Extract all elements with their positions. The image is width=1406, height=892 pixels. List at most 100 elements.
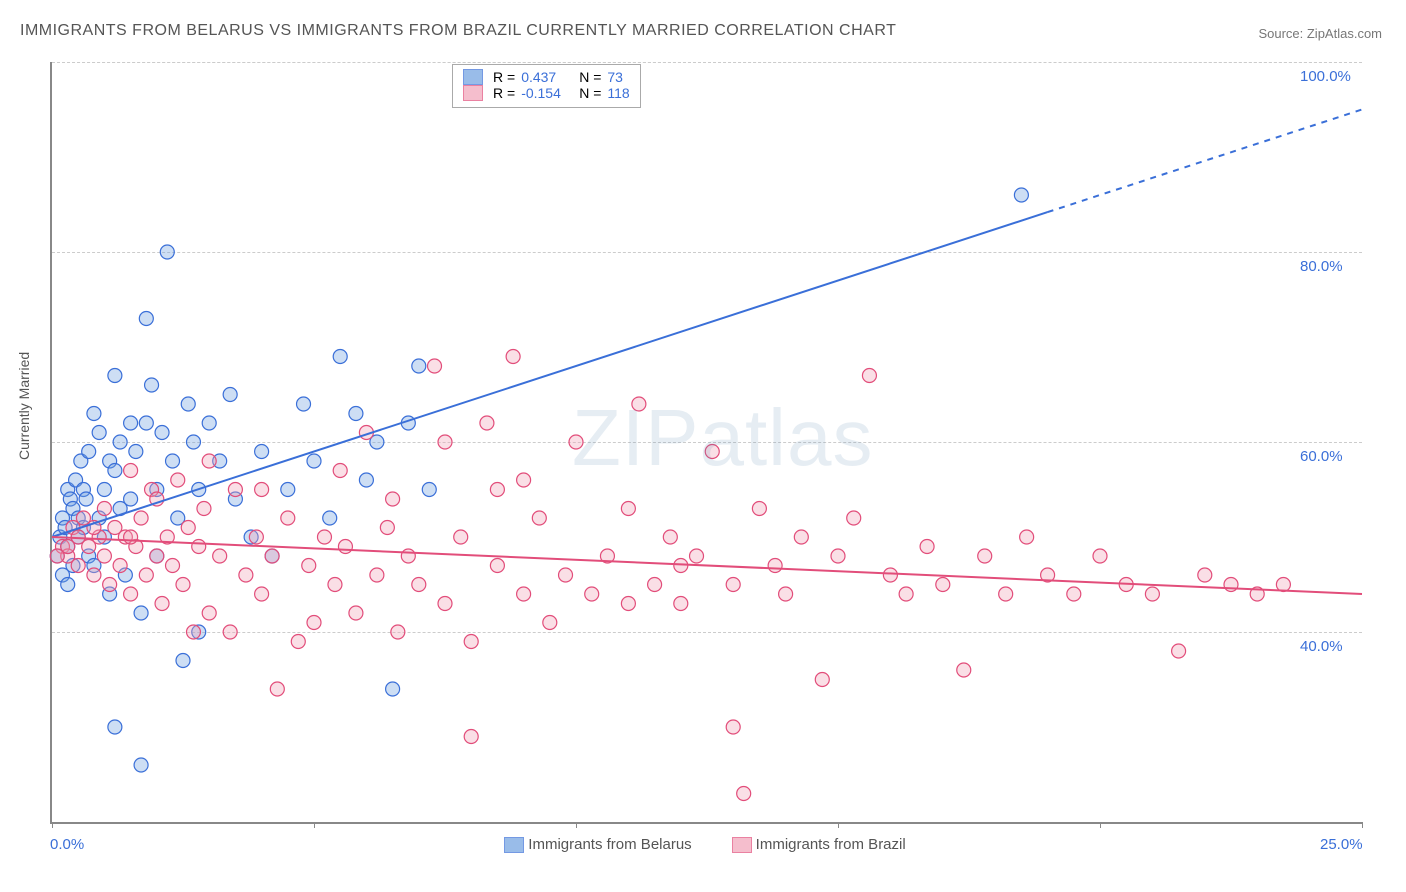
scatter-point <box>999 587 1013 601</box>
scatter-point <box>108 369 122 383</box>
scatter-point <box>186 625 200 639</box>
x-tick <box>52 822 53 828</box>
x-tick <box>1362 822 1363 828</box>
scatter-point <box>124 587 138 601</box>
r-label: R = <box>493 69 515 85</box>
scatter-point <box>380 521 394 535</box>
scatter-point <box>139 416 153 430</box>
scatter-point <box>794 530 808 544</box>
scatter-point <box>490 483 504 497</box>
x-tick-label: 0.0% <box>50 836 84 853</box>
scatter-point <box>333 350 347 364</box>
scatter-point <box>412 359 426 373</box>
swatch-belarus-icon <box>504 837 524 853</box>
scatter-point <box>862 369 876 383</box>
legend-item-belarus: Immigrants from Belarus <box>504 836 691 853</box>
scatter-point <box>480 416 494 430</box>
scatter-point <box>317 530 331 544</box>
scatter-point <box>506 350 520 364</box>
scatter-point <box>386 682 400 696</box>
scatter-point <box>438 435 452 449</box>
legend-stats: R = 0.437 N = 73 R = -0.154 N = 118 <box>452 64 641 108</box>
scatter-point <box>103 578 117 592</box>
scatter-point <box>422 483 436 497</box>
scatter-point <box>768 559 782 573</box>
scatter-point <box>752 502 766 516</box>
scatter-point <box>454 530 468 544</box>
scatter-point <box>978 549 992 563</box>
scatter-point <box>386 492 400 506</box>
scatter-point <box>176 578 190 592</box>
scatter-point <box>1093 549 1107 563</box>
scatter-point <box>1198 568 1212 582</box>
scatter-point <box>50 549 64 563</box>
scatter-point <box>202 454 216 468</box>
scatter-point <box>663 530 677 544</box>
scatter-point <box>113 435 127 449</box>
scatter-point <box>155 597 169 611</box>
scatter-point <box>1172 644 1186 658</box>
scatter-point <box>139 312 153 326</box>
scatter-point <box>223 388 237 402</box>
r-label: R = <box>493 85 515 101</box>
scatter-point <box>160 245 174 259</box>
x-tick <box>1100 822 1101 828</box>
scatter-point <box>847 511 861 525</box>
scatter-point <box>674 597 688 611</box>
scatter-point <box>621 502 635 516</box>
scatter-point <box>202 606 216 620</box>
n-label: N = <box>579 69 601 85</box>
scatter-point <box>338 540 352 554</box>
y-tick-label: 100.0% <box>1300 68 1351 85</box>
scatter-point <box>883 568 897 582</box>
n-value-belarus: 73 <box>607 69 623 85</box>
scatter-point <box>139 568 153 582</box>
scatter-point <box>779 587 793 601</box>
scatter-point <box>171 473 185 487</box>
scatter-point <box>124 492 138 506</box>
scatter-point <box>1020 530 1034 544</box>
scatter-point <box>648 578 662 592</box>
swatch-brazil-icon <box>463 85 483 101</box>
scatter-point <box>302 559 316 573</box>
y-tick-label: 80.0% <box>1300 258 1343 275</box>
scatter-point <box>82 445 96 459</box>
scatter-point <box>176 654 190 668</box>
scatter-point <box>129 445 143 459</box>
y-tick-label: 40.0% <box>1300 638 1343 655</box>
scatter-point <box>920 540 934 554</box>
scatter-point <box>255 483 269 497</box>
scatter-point <box>815 673 829 687</box>
scatter-point <box>726 720 740 734</box>
scatter-point <box>359 473 373 487</box>
scatter-point <box>490 559 504 573</box>
scatter-point <box>517 473 531 487</box>
scatter-point <box>370 568 384 582</box>
scatter-point <box>401 549 415 563</box>
scatter-point <box>265 549 279 563</box>
scatter-point <box>202 416 216 430</box>
source-label: Source: ZipAtlas.com <box>1258 26 1382 41</box>
scatter-point <box>92 426 106 440</box>
scatter-point <box>632 397 646 411</box>
scatter-point <box>412 578 426 592</box>
scatter-point <box>464 635 478 649</box>
scatter-point <box>71 559 85 573</box>
scatter-point <box>192 540 206 554</box>
x-tick <box>314 822 315 828</box>
scatter-point <box>957 663 971 677</box>
scatter-point <box>228 483 242 497</box>
n-label: N = <box>579 85 601 101</box>
legend-bottom: Immigrants from Belarus Immigrants from … <box>50 836 1360 853</box>
scatter-point <box>621 597 635 611</box>
scatter-point <box>255 587 269 601</box>
scatter-point <box>585 587 599 601</box>
scatter-point <box>281 483 295 497</box>
scatter-point <box>270 682 284 696</box>
regression-line <box>52 537 1362 594</box>
scatter-point <box>181 521 195 535</box>
scatter-svg <box>52 62 1362 822</box>
scatter-point <box>97 502 111 516</box>
chart-title: IMMIGRANTS FROM BELARUS VS IMMIGRANTS FR… <box>20 22 896 40</box>
scatter-point <box>239 568 253 582</box>
